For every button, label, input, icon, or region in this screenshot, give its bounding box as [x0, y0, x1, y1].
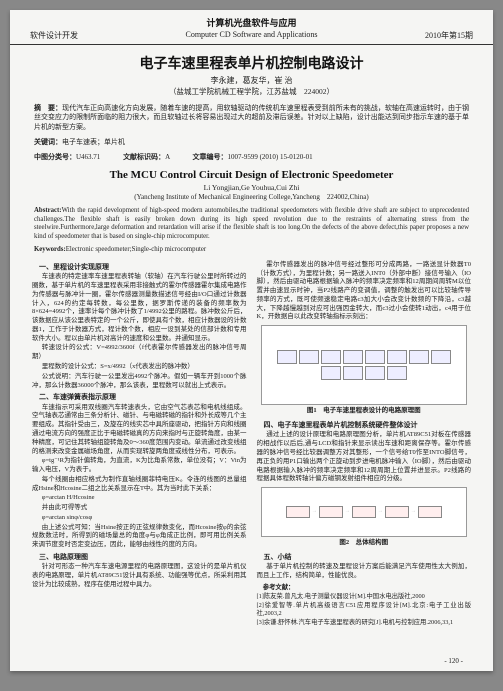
figure-1-image	[261, 325, 467, 405]
journal-title-cn: 计算机光盘软件与应用	[30, 16, 473, 29]
figure-2-image: →→→→	[261, 487, 467, 537]
ref-1: [1]陈友荣.曾凡太.电子测量仪器设计[M].中国水电出版社,2000	[257, 593, 472, 601]
art-value: 1007-9599 (2010) 15-0120-01	[227, 153, 312, 161]
doc-label: 文献标识码：	[123, 153, 165, 161]
article-title-cn: 电子车速里程表单片机控制电路设计	[10, 45, 493, 75]
right-column: 霍尔传感器发出的脉冲信号经过整形可分成两路，一路送显计数器T0（计数方式），为里…	[257, 261, 472, 629]
affiliation-cn: （盐城工学院机械工程学院，江苏盐城 224002）	[10, 86, 493, 101]
affiliation-en: (Yancheng Institute of Mechanical Engine…	[10, 192, 493, 205]
keywords-cn: 关键词：电子车速表；单片机	[10, 135, 493, 150]
para-1-4: 公式说明：汽车行驶一公里发出4992个脉冲。假如一辆车开到1000个脉冲，那么计…	[32, 373, 247, 391]
figure-2: →→→→ 图2 总体结构图	[257, 487, 472, 548]
keywords-en-label: Keywords:	[34, 246, 66, 253]
doc-value: A	[165, 153, 170, 161]
authors-en: Li Yongjian,Ge Youhua,Cui Zhi	[10, 183, 493, 192]
journal-title-en: Computer CD Software and Applications	[186, 30, 318, 41]
references-list: [1]陈友荣.曾凡太.电子测量仪器设计[M].中国水电出版社,2000 [2]徐…	[257, 593, 472, 628]
references-heading: 参考文献：	[257, 582, 472, 593]
issue-info: 2010年第15期	[425, 30, 473, 41]
para-2-3: 每个线圈由相应格式为制作直轴线圈菲特电压K。令连的线图的总量组成Hsine和Hc…	[32, 476, 247, 494]
keywords-cn-label: 关键词：	[34, 138, 62, 146]
cls-value: U463.71	[76, 153, 100, 161]
keywords-en: Keywords:Electronic speedometer;Single-c…	[10, 244, 493, 257]
section-2-heading: 二、车速弹簧表指示原理	[32, 391, 247, 403]
page: 计算机光盘软件与应用 软件设计开发 Computer CD Software a…	[10, 10, 493, 671]
para-2-2: φ=tg⁻¹R为指针偏转角，为直流，K为比角系常数，单位没有；V：Vin为输入电…	[32, 457, 247, 475]
figure-2-caption: 图2 总体结构图	[257, 539, 472, 548]
header-section: 软件设计开发	[30, 30, 78, 41]
page-header: 计算机光盘软件与应用 软件设计开发 Computer CD Software a…	[10, 10, 493, 45]
para-2-4: φ=arctan H/Hcosine	[32, 494, 247, 503]
authors-cn: 李永建，葛友华，崔 治	[10, 75, 493, 86]
page-number: - 120 -	[444, 657, 463, 665]
para-2-5: 并由此可得等式	[32, 504, 247, 513]
para-r-1: 霍尔传感器发出的脉冲信号经过整形可分成两路，一路送显计数器T0（计数方式），为里…	[257, 261, 472, 322]
abstract-en: Abstract:With the rapid development of h…	[10, 205, 493, 244]
header-sub-row: 软件设计开发 Computer CD Software and Applicat…	[30, 29, 473, 42]
para-5-1: 基于单片机控制的转速及里程设计方案后能满足汽车使用性太大例加，而且上工作，结构简…	[257, 563, 472, 581]
abstract-en-text: With the rapid development of high-speed…	[34, 207, 469, 240]
figure-1: 图1 电子车速里程表设计的电路原理图	[257, 325, 472, 416]
left-column: 一、里程设计实现原理 车速表的特定速率车速里程表转轴（软轴）在汽车行驶公里时所转…	[32, 261, 247, 629]
para-1-2: 转速设计的公式：V=4992/3600f（f代表霍尔传感器发出的脉冲信号周期）	[32, 344, 247, 362]
art-label: 文章编号：	[192, 153, 227, 161]
keywords-en-text: Electronic speedometer;Single-chip micro…	[66, 246, 206, 253]
para-1-3: 里程数的设计公式：S=x/4992（x代表发出的脉冲数）	[32, 363, 247, 372]
para-1-1: 车速表的特定速率车速里程表转轴（软轴）在汽车行驶公里时所转过的圈数，基于单片机的…	[32, 273, 247, 343]
ref-3: [3]余谦.舒怀林.汽车电子车速里程表的研究[J].电机与控制应用.2006,3…	[257, 619, 472, 627]
figure-1-caption: 图1 电子车速里程表设计的电路原理图	[257, 407, 472, 416]
section-3-heading: 三、电路原理图	[32, 551, 247, 563]
para-3-1: 针对可形态一种汽车车速电源里程的电路原理图，这设计的是单片机仪表的电路原理，单片…	[32, 563, 247, 589]
para-2-7: 由上述公式可知：当Hsine按正的正弦规律数变化，而Hcosine按φ的余弦规数…	[32, 524, 247, 550]
classification-row: 中图分类号：U463.71 文献标识码：A 文章编号：1007-9599 (20…	[10, 151, 493, 163]
cls-label: 中图分类号：	[34, 153, 76, 161]
para-2-1: 车速指示可采用双线圈汽车转速表头，它由空气芯表芯和电机线组成。空气轴表芯通常由三…	[32, 404, 247, 457]
body-columns: 一、里程设计实现原理 车速表的特定速率车速里程表转轴（软轴）在汽车行驶公里时所转…	[10, 257, 493, 629]
para-2-6: φ=arctan sinφ/cosφ	[32, 514, 247, 523]
article-title-en: The MCU Control Circuit Design of Electr…	[10, 163, 493, 183]
abstract-cn-text: 现代汽车正向高速化方向发展，随着车速的提高，用软轴驱动的传统机车速里程表受到前所…	[34, 104, 469, 131]
abstract-cn: 摘 要：现代汽车正向高速化方向发展，随着车速的提高，用软轴驱动的传统机车速里程表…	[10, 101, 493, 135]
abstract-cn-label: 摘 要：	[34, 104, 62, 112]
para-4-1: 通过上述的设计原理和电路原理图分析，单片机AT89C51对板在传感器的相战作以后…	[257, 431, 472, 484]
ref-2: [2]徐爱智等.单片机高级语言C51应用程序设计[M].北京:电子工业出版社,2…	[257, 602, 472, 618]
section-4-heading: 四、电子车速里程表单片机控制系统硬件整体设计	[257, 419, 472, 431]
abstract-en-label: Abstract:	[34, 207, 62, 214]
section-5-heading: 五、小结	[257, 551, 472, 563]
section-1-heading: 一、里程设计实现原理	[32, 261, 247, 273]
keywords-cn-text: 电子车速表；单片机	[62, 138, 125, 146]
